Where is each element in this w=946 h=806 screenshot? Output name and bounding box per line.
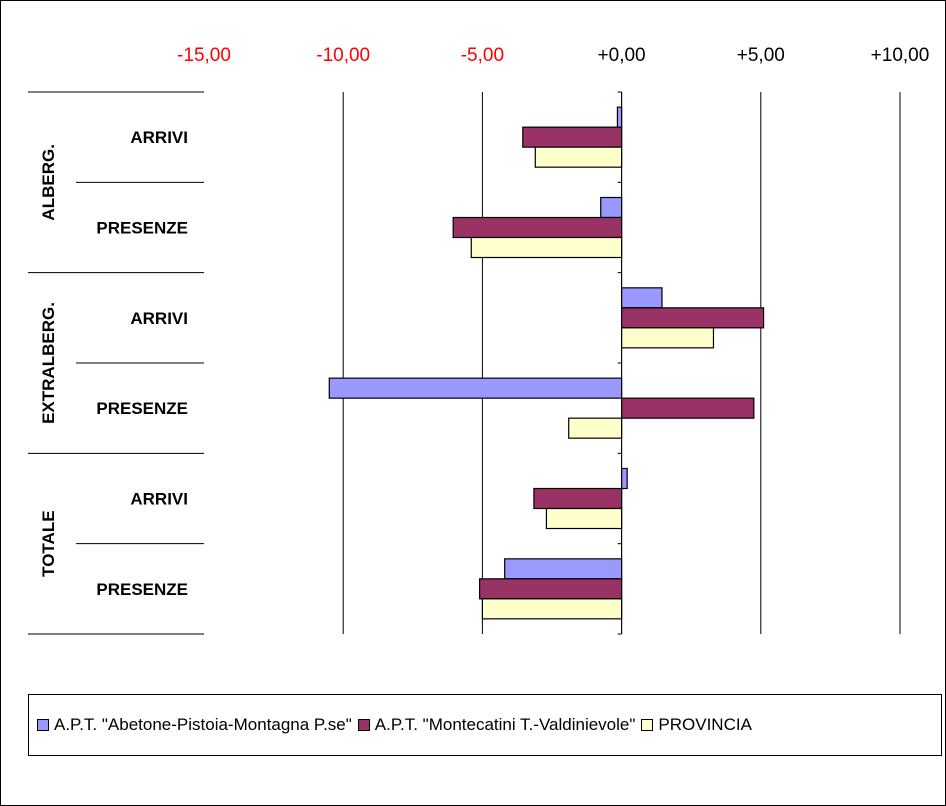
x-tick-label: +10,00 bbox=[871, 45, 930, 66]
bar-series-3 bbox=[534, 146, 623, 168]
x-tick-label: -10,00 bbox=[316, 45, 370, 66]
legend-item-series-1: A.P.T. "Abetone-Pistoia-Montagna P.se" bbox=[37, 715, 352, 735]
bar-series-1 bbox=[600, 196, 623, 219]
bar-series-1 bbox=[504, 558, 623, 580]
bar-series-2 bbox=[533, 487, 623, 510]
legend: A.P.T. "Abetone-Pistoia-Montagna P.se" A… bbox=[28, 694, 942, 756]
bar-series-3 bbox=[568, 417, 623, 439]
category-label: PRESENZE bbox=[96, 399, 188, 418]
x-tick-label: +5,00 bbox=[737, 45, 785, 66]
group-label: TOTALE bbox=[39, 510, 58, 576]
bar-series-2 bbox=[479, 578, 623, 600]
bar-series-3 bbox=[545, 507, 623, 530]
legend-item-series-2: A.P.T. "Montecatini T.-Valdinievole" bbox=[357, 715, 636, 735]
x-tick-label: +0,00 bbox=[598, 45, 646, 66]
bar-series-2 bbox=[452, 216, 623, 239]
bar-series-3 bbox=[481, 598, 623, 620]
bar-series-3 bbox=[620, 327, 715, 349]
legend-item-series-3: PROVINCIA bbox=[641, 715, 752, 735]
x-tick-label: -5,00 bbox=[461, 45, 504, 66]
category-label: PRESENZE bbox=[96, 219, 188, 238]
legend-swatch-series-1 bbox=[37, 719, 49, 731]
legend-swatch-series-3 bbox=[641, 719, 654, 731]
bar-series-2 bbox=[522, 126, 623, 148]
bar-series-1 bbox=[620, 287, 663, 309]
legend-label-series-1: A.P.T. "Abetone-Pistoia-Montagna P.se" bbox=[54, 715, 352, 734]
bar-series-1 bbox=[328, 377, 623, 399]
category-label: ARRIVI bbox=[130, 128, 188, 147]
legend-swatch-series-2 bbox=[357, 719, 370, 731]
bar-series-2 bbox=[620, 397, 755, 419]
bar-series-1 bbox=[620, 467, 628, 490]
legend-label-series-3: PROVINCIA bbox=[658, 715, 752, 734]
bar-series-1 bbox=[616, 106, 623, 128]
bar-series-2 bbox=[620, 307, 765, 329]
x-tick-label: -15,00 bbox=[177, 45, 231, 66]
group-label: EXTRALBERG. bbox=[39, 302, 58, 424]
group-label: ALBERG. bbox=[39, 144, 58, 221]
category-label: ARRIVI bbox=[130, 490, 188, 509]
legend-label-series-2: A.P.T. "Montecatini T.-Valdinievole" bbox=[374, 715, 636, 734]
bar-series-3 bbox=[470, 236, 623, 259]
category-label: ARRIVI bbox=[130, 309, 188, 328]
category-label: PRESENZE bbox=[96, 580, 188, 599]
